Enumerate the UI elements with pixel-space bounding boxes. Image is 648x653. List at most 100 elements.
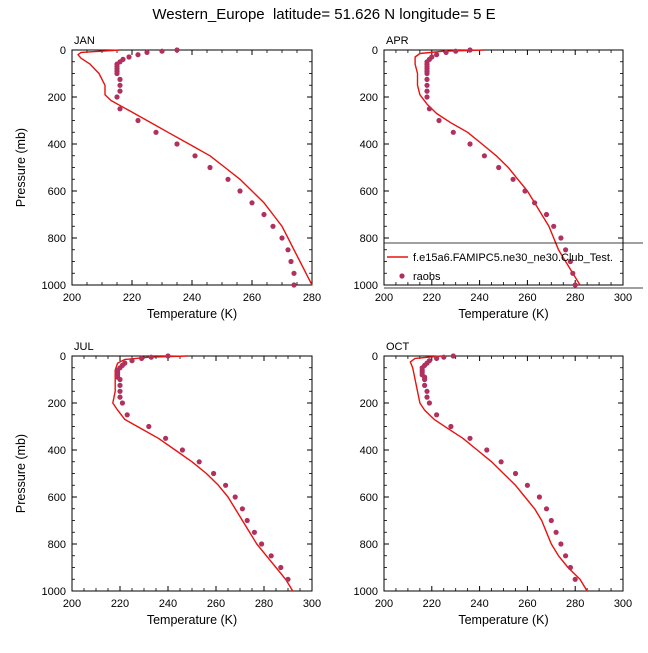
jul-x-axis-label: Temperature (K) <box>147 613 237 627</box>
jan-raobs-point <box>174 141 180 147</box>
jan-raobs-point <box>279 235 285 241</box>
oct-x-tick-label: 300 <box>614 598 632 610</box>
oct-y-tick-label: 0 <box>372 351 378 363</box>
apr-raobs-point <box>543 211 550 218</box>
figure-title: Western_Europe latitude= 51.626 N longit… <box>152 6 496 23</box>
jul-raobs-point <box>163 435 169 441</box>
oct-raobs-point <box>553 529 559 535</box>
oct-raobs-point <box>548 517 554 524</box>
jul-raobs-point <box>268 553 274 559</box>
jan-x-tick-label: 220 <box>123 292 141 304</box>
apr-y-tick-label: 800 <box>360 233 378 245</box>
jul-x-tick-label: 200 <box>63 598 81 610</box>
jan-raobs-point <box>114 70 120 77</box>
oct-raobs-point <box>422 376 428 383</box>
jan-raobs-point <box>117 76 123 82</box>
jan-raobs-point <box>135 117 141 124</box>
jan-raobs-point <box>135 52 141 58</box>
jul-x-tick-label: 240 <box>159 598 177 610</box>
jul-raobs-point <box>211 470 217 477</box>
jan-raobs-point <box>249 200 255 206</box>
jan-x-tick-label: 240 <box>183 292 201 304</box>
jul-plot-frame <box>71 355 313 592</box>
jul-y-axis-label: Pressure (mb) <box>14 434 28 513</box>
oct-raobs-point <box>434 355 440 361</box>
jul-y-tick-label: 400 <box>48 445 66 457</box>
apr-y-tick-label: 1000 <box>354 280 378 292</box>
jan-y-tick-label: 400 <box>48 139 66 151</box>
jul-raobs-point <box>117 376 123 383</box>
apr-x-tick-label: 300 <box>614 292 632 304</box>
apr-raobs-point <box>426 106 432 112</box>
oct-x-tick-label: 220 <box>423 598 441 610</box>
jul-model-line <box>112 355 294 592</box>
apr-y-tick-label: 0 <box>372 45 378 57</box>
jul-raobs-point <box>146 423 152 430</box>
legend-model-label: f.e15a6.FAMIPC5.ne30_ne30.Club_Test. <box>413 252 613 264</box>
oct-y-tick-label: 200 <box>360 398 378 410</box>
oct-raobs-point <box>424 388 430 394</box>
jan-raobs-point <box>117 88 123 94</box>
jan-raobs-point <box>285 247 291 253</box>
jan-x-axis-label: Temperature (K) <box>147 307 237 321</box>
apr-raobs-point <box>424 88 430 94</box>
apr-raobs-point <box>572 282 578 288</box>
oct-raobs-point <box>422 382 428 388</box>
jul-raobs-point <box>223 482 229 488</box>
oct-raobs-point <box>536 494 543 500</box>
apr-raobs-point <box>424 70 430 77</box>
apr-raobs-point <box>563 247 569 253</box>
apr-raobs-point <box>481 153 487 159</box>
oct-x-tick-label: 240 <box>470 598 488 610</box>
jul-y-tick-label: 1000 <box>42 586 66 598</box>
apr-raobs-point <box>467 47 473 53</box>
jan-raobs-point <box>117 82 123 88</box>
jul-raobs-point <box>117 382 123 388</box>
jul-raobs-point <box>129 358 135 364</box>
apr-x-tick-label: 240 <box>470 292 488 304</box>
oct-raobs-point <box>441 354 447 360</box>
apr-x-axis-label: Temperature (K) <box>458 307 548 321</box>
apr-raobs-point <box>434 52 440 58</box>
oct-raobs-point <box>558 541 564 547</box>
oct-raobs-point <box>484 447 490 453</box>
jan-plot-frame <box>71 49 313 286</box>
jan-raobs-point <box>159 48 165 54</box>
jan-y-tick-label: 800 <box>48 233 66 245</box>
oct-x-tick-label: 280 <box>566 598 584 610</box>
jul-raobs-point <box>232 494 238 500</box>
oct-x-axis-label: Temperature (K) <box>458 613 548 627</box>
oct-raobs-point <box>524 482 531 488</box>
jan-raobs-point <box>144 49 150 56</box>
jan-raobs-point <box>261 211 267 218</box>
jan-x-tick-label: 260 <box>243 292 261 304</box>
jul-raobs-point <box>239 506 245 512</box>
jan-raobs-point <box>153 129 159 135</box>
apr-raobs-point <box>467 141 473 147</box>
jan-x-tick-label: 280 <box>303 292 321 304</box>
jul-y-tick-label: 0 <box>60 351 66 363</box>
apr-x-tick-label: 200 <box>375 292 393 304</box>
jan-y-tick-label: 600 <box>48 186 66 198</box>
jan-model-line <box>77 49 313 286</box>
apr-raobs-point <box>551 223 557 229</box>
jul-x-tick-label: 260 <box>207 598 225 610</box>
apr-raobs-point <box>443 49 449 56</box>
jan-raobs-point <box>291 282 297 288</box>
jul-panel-label: JUL <box>74 341 94 353</box>
jul-raobs-point <box>165 353 171 359</box>
apr-x-tick-label: 220 <box>423 292 441 304</box>
jul-raobs-point <box>278 564 284 571</box>
jan-y-axis-label: Pressure (mb) <box>14 128 28 207</box>
oct-raobs-point <box>434 412 440 418</box>
apr-y-tick-label: 400 <box>360 139 378 151</box>
jul-raobs-point <box>196 459 202 465</box>
jul-y-tick-label: 600 <box>48 492 66 504</box>
apr-y-tick-label: 200 <box>360 92 378 104</box>
apr-raobs-point <box>424 82 430 88</box>
oct-raobs-point <box>572 576 578 582</box>
apr-x-tick-label: 280 <box>566 292 584 304</box>
jul-y-tick-label: 800 <box>48 539 66 551</box>
apr-raobs-point <box>532 200 538 206</box>
jul-x-tick-label: 300 <box>303 598 321 610</box>
